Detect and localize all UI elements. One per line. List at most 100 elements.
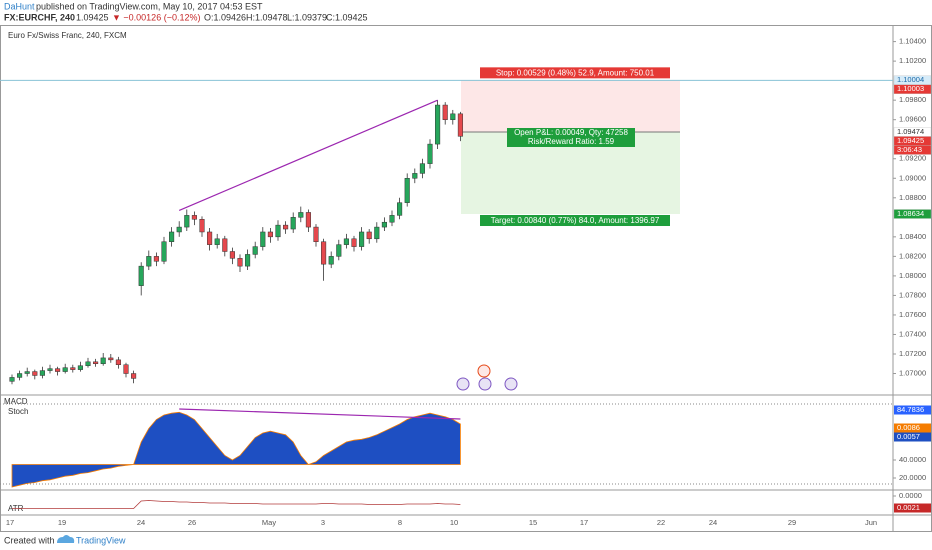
- candle-body: [207, 231, 213, 245]
- candle-body: [260, 231, 266, 247]
- trendline: [178, 99, 438, 212]
- price-label-text: 1.10003: [897, 84, 924, 93]
- price-label-text: 1.10004: [897, 75, 924, 84]
- candle-body: [191, 215, 197, 220]
- x-tick-label: 22: [657, 518, 665, 527]
- event-icon[interactable]: [478, 377, 492, 391]
- candle-body: [85, 361, 91, 366]
- candle-body: [222, 238, 228, 252]
- pnl-label: Open P&L: 0.00049, Qty: 47258Risk/Reward…: [507, 127, 635, 147]
- candle-body: [359, 231, 365, 247]
- x-tick-label: 24: [137, 518, 145, 527]
- published: published on TradingView.com, May 10, 20…: [36, 1, 263, 11]
- price-label-box: [893, 145, 932, 155]
- x-tick-label: 17: [580, 518, 588, 527]
- price-label-text: 3:06:43: [897, 145, 922, 154]
- price-label-text: 1.09474: [897, 127, 924, 136]
- indicator-value: 0.0086: [894, 423, 931, 433]
- candle-body: [336, 244, 342, 257]
- candle-body: [93, 361, 99, 365]
- value-box: [894, 503, 931, 513]
- close: C:1.09425: [326, 12, 368, 22]
- candle-body: [397, 202, 403, 216]
- candle-body: [427, 143, 433, 164]
- candle-body: [450, 113, 456, 120]
- candle-body: [290, 217, 296, 230]
- candle-body: [161, 241, 167, 262]
- x-tick-label: 3: [321, 518, 325, 527]
- price-label-box: [893, 84, 932, 94]
- x-tick-label: May: [262, 518, 276, 527]
- candle-body: [404, 178, 410, 203]
- candle-body: [252, 246, 258, 255]
- label-box: [507, 127, 635, 147]
- x-tick-label: 15: [529, 518, 537, 527]
- candle-body: [123, 364, 129, 374]
- value-box: [894, 405, 931, 415]
- x-tick-label: 17: [6, 518, 14, 527]
- candle-body: [412, 173, 418, 179]
- y-tick-label: 1.08400: [899, 232, 926, 241]
- label-text: Target: 0.00840 (0.77%) 84.0, Amount: 13…: [491, 216, 660, 225]
- y-tick-label: 40.0000: [899, 455, 926, 464]
- y-tick-label: 1.07400: [899, 329, 926, 338]
- indicator-value: 84.7836: [894, 405, 931, 415]
- x-tick-label: 10: [450, 518, 458, 527]
- candle-body: [267, 231, 273, 238]
- x-tick-label: 19: [58, 518, 66, 527]
- x-tick-label: Jun: [865, 518, 877, 527]
- candle-body: [77, 365, 83, 370]
- candle-body: [374, 226, 380, 240]
- y-tick-label: 1.08800: [899, 193, 926, 202]
- candle-body: [70, 367, 76, 370]
- y-tick-label: 1.09800: [899, 95, 926, 104]
- candle-body: [298, 212, 304, 218]
- value-box: [894, 432, 931, 442]
- candle-body: [343, 238, 349, 245]
- stoch-label: Stoch: [8, 407, 28, 416]
- candle-body: [351, 238, 357, 247]
- price-label: 1.08634: [893, 209, 932, 219]
- candle-body: [214, 238, 220, 245]
- open: O:1.09426: [204, 12, 246, 22]
- x-tick-label: 8: [398, 518, 402, 527]
- y-tick-label: 1.07200: [899, 349, 926, 358]
- candle-body: [419, 163, 425, 174]
- price-label-text: 1.08634: [897, 209, 924, 218]
- author[interactable]: DaHunt: [4, 1, 35, 11]
- label-text: Stop: 0.00529 (0.48%) 52.9, Amount: 750.…: [496, 68, 655, 77]
- y-tick-label: 0.0000: [899, 491, 922, 500]
- candle-body: [131, 373, 137, 379]
- macd-label: MACD: [4, 397, 28, 406]
- y-tick-label: 1.09600: [899, 115, 926, 124]
- stoch-area: [11, 411, 461, 488]
- candle-body: [115, 359, 121, 365]
- y-tick-label: 1.07000: [899, 369, 926, 378]
- event-icon[interactable]: [477, 364, 491, 378]
- price-label: 3:06:43: [893, 145, 932, 155]
- candle-body: [283, 224, 289, 230]
- candle-body: [108, 357, 114, 361]
- candle-body: [328, 256, 334, 265]
- value-text: 0.0021: [897, 503, 920, 512]
- x-tick-label: 24: [709, 518, 717, 527]
- event-icons[interactable]: [456, 364, 518, 391]
- value-text: 0.0057: [897, 432, 920, 441]
- stoch-trendline: [179, 408, 461, 420]
- candle-body: [24, 371, 30, 374]
- event-icon[interactable]: [456, 377, 470, 391]
- x-tick-label: 26: [188, 518, 196, 527]
- brand[interactable]: TradingView: [76, 535, 126, 545]
- candle-body: [275, 224, 281, 238]
- candle-body: [389, 215, 395, 223]
- label-box: [480, 67, 670, 79]
- y-tick-label: 1.07800: [899, 290, 926, 299]
- candle-body: [62, 367, 68, 372]
- event-icon[interactable]: [504, 377, 518, 391]
- symbol: FX:EURCHF, 240: [4, 12, 75, 22]
- position-label: Stop: 0.00529 (0.48%) 52.9, Amount: 750.…: [480, 67, 670, 79]
- candle-body: [55, 368, 61, 372]
- candle-body: [153, 256, 159, 262]
- candle-body: [435, 104, 441, 145]
